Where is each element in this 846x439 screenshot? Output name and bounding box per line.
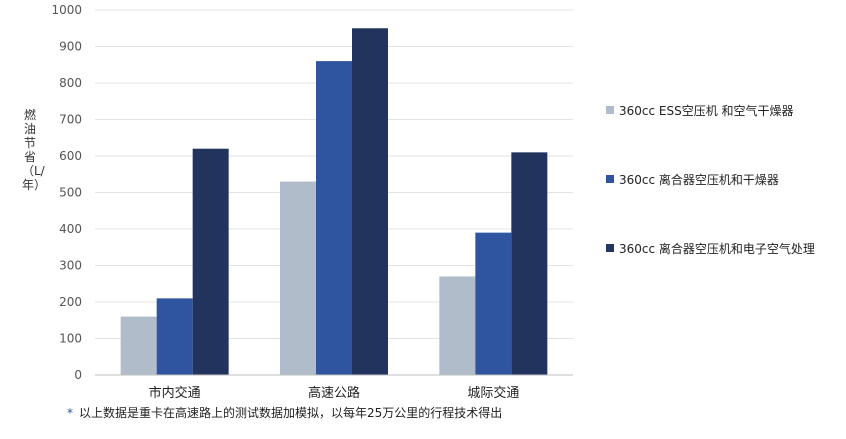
footnote-text: 以上数据是重卡在高速路上的测试数据加模拟，以每年25万公里的行程技术得出 (79, 406, 503, 420)
footnote-star: * (67, 406, 73, 420)
legend-item-ess: 360cc ESS空压机 和空气干燥器 (606, 100, 842, 120)
legend-label-clutch-dryer: 360cc 离合器空压机和干燥器 (619, 172, 779, 187)
y-tick-label-400: 400 (59, 222, 82, 236)
y-tick-label-100: 100 (59, 332, 82, 346)
x-category-label-highway: 高速公路 (308, 385, 360, 401)
bar-highway-clutch-dryer (316, 61, 352, 375)
y-tick-label-700: 700 (59, 113, 82, 127)
y-tick-label-900: 900 (59, 40, 82, 54)
x-category-label-city: 市内交通 (149, 385, 201, 401)
bar-city-clutch-dryer (156, 298, 193, 375)
bar-city-ess (120, 316, 157, 375)
y-axis-ticks: 0 100 200 300 400 500 600 700 800 900 1000 (51, 3, 82, 382)
legend-swatch-clutch-electronic (606, 244, 614, 252)
y-tick-label-300: 300 (59, 259, 82, 273)
bar-intercity-ess (439, 276, 476, 375)
legend-label-clutch-electronic: 360cc 离合器空压机和电子空气处理 (619, 241, 815, 256)
legend-swatch-clutch-dryer (606, 175, 614, 183)
bar-intercity-clutch-dryer (475, 232, 512, 375)
legend: 360cc ESS空压机 和空气干燥器 360cc 离合器空压机和干燥器 360… (606, 100, 842, 307)
bars (120, 28, 548, 375)
x-category-label-intercity: 城际交通 (467, 385, 519, 401)
legend-swatch-ess (606, 106, 614, 114)
legend-item-clutch-dryer: 360cc 离合器空压机和干燥器 (606, 169, 842, 189)
y-axis-label: 燃油节省（L/年） (22, 108, 47, 192)
y-tick-label-600: 600 (59, 149, 82, 163)
bar-highway-ess (280, 181, 316, 375)
x-axis-categories: 市内交通 高速公路 城际交通 (149, 385, 520, 401)
bar-city-clutch-electronic (192, 148, 229, 375)
legend-item-clutch-electronic: 360cc 离合器空压机和电子空气处理 (606, 238, 842, 258)
legend-label-ess: 360cc ESS空压机 和空气干燥器 (619, 103, 794, 118)
y-tick-label-500: 500 (59, 186, 82, 200)
footnote: * 以上数据是重卡在高速路上的测试数据加模拟，以每年25万公里的行程技术得出 (67, 404, 502, 421)
bar-highway-clutch-electronic (352, 28, 388, 375)
y-tick-label-0: 0 (74, 368, 82, 382)
y-tick-label-1000: 1000 (51, 3, 82, 17)
y-tick-label-800: 800 (59, 76, 82, 90)
y-tick-label-200: 200 (59, 295, 82, 309)
bar-intercity-clutch-electronic (511, 152, 548, 375)
